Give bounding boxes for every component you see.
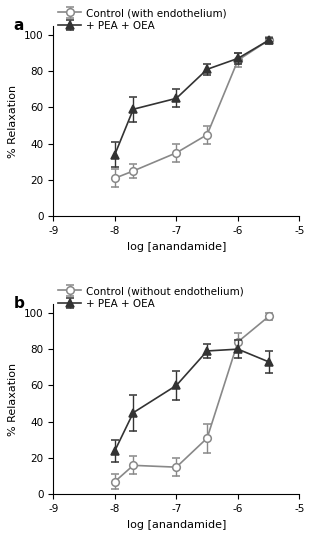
X-axis label: log [anandamide]: log [anandamide]	[127, 242, 226, 252]
Legend: Control (without endothelium), + PEA + OEA: Control (without endothelium), + PEA + O…	[59, 286, 243, 309]
X-axis label: log [anandamide]: log [anandamide]	[127, 520, 226, 530]
Text: a: a	[14, 18, 24, 33]
Y-axis label: % Relaxation: % Relaxation	[8, 84, 18, 158]
Legend: Control (with endothelium), + PEA + OEA: Control (with endothelium), + PEA + OEA	[59, 8, 226, 31]
Text: b: b	[14, 296, 25, 311]
Y-axis label: % Relaxation: % Relaxation	[8, 363, 18, 436]
